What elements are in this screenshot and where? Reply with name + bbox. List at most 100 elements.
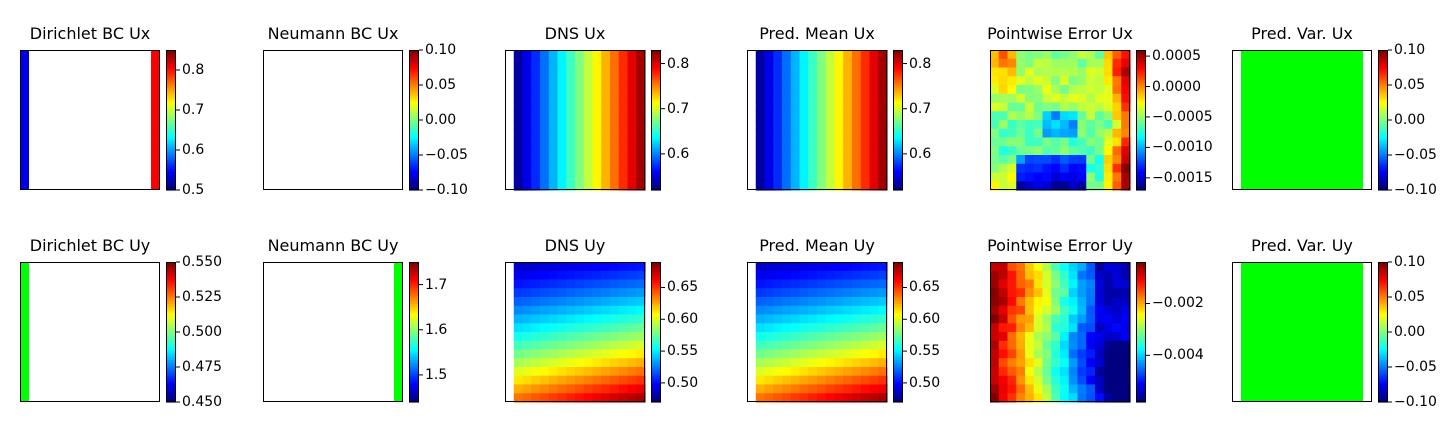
panel-9-cell [575,305,585,316]
panel-4-cell [808,155,818,165]
panel-3-cell [610,67,620,77]
panel-10-cell [799,349,809,359]
panel-11-cell [1095,297,1105,307]
panel-4-cell [764,102,774,112]
panel-10-colorbar-step [893,315,903,319]
panel-4-cell [764,128,774,139]
panel-9-cell [548,332,559,342]
panel-11-colorbar-step [1136,332,1146,335]
panel-9-cell [548,297,559,307]
panel-11-cell [1016,305,1026,316]
panel-10-colorbar-step [893,308,903,312]
panel-3-colorbar-tick-label: 0.7 [667,100,690,117]
panel-9-colorbar-step [651,346,661,349]
panel-5-cell [1016,128,1026,139]
panel-5-cell [1095,76,1105,86]
panel-10-cell [808,314,818,324]
panel-10-cell [755,358,766,368]
panel-2-colorbar-step [409,61,419,65]
panel-5-cell [998,85,1009,95]
panel-9-cell [522,358,532,368]
panel-3-cell [627,163,637,174]
panel-4-cell [825,172,836,182]
panel-10-cell [773,314,783,324]
panel-9-cell [522,323,532,333]
panel-4-cell [799,172,809,182]
panel-9-cell [592,297,602,307]
panel-4-colorbar-step [893,120,903,123]
panel-4-cell [782,155,792,165]
panel-3-cell [557,128,567,139]
panel-11-cell [1016,270,1026,281]
panel-10-cell [755,270,766,281]
panel-5-cell [1077,85,1087,95]
panel-11-colorbar-step [1136,336,1146,340]
panel-10-cell [843,367,853,377]
panel-11-cell [1025,393,1035,403]
panel-11-cell [990,384,1000,394]
panel-3-cell [540,120,550,130]
panel-9-cell [548,279,559,289]
panel-3-cell [618,58,629,69]
panel-4-cell [843,76,853,86]
panel-8-colorbar-step [409,364,419,368]
panel-5-cell [998,102,1009,112]
panel-7-colorbar-tick-label: 0.500 [182,324,223,340]
panel-3-cell [566,181,576,191]
panel-9-cell [627,288,637,298]
panel-5-cell [1033,50,1044,60]
panel-6-colorbar-step [1378,52,1388,56]
panel-5-cell [1103,120,1114,130]
panel-7-colorbar-step [166,348,176,352]
panel-11-cell [1077,340,1087,351]
panel-12-colorbar-step [1378,273,1388,277]
panel-9-cell [610,340,620,351]
panel-10-colorbar-step [893,313,903,317]
panel-5-cell [1033,85,1044,95]
panel-3-cell [618,137,629,147]
panel-5-cell [1060,146,1070,156]
panel-6-colorbar-step [1378,106,1388,109]
panel-5-colorbar-step [1136,185,1146,189]
panel-9-colorbar-step [651,364,661,368]
panel-10-colorbar-step [893,306,903,310]
panel-3-cell [557,163,567,174]
panel-3-cell [522,102,532,112]
panel-10-colorbar-step [893,360,903,363]
panel-12-colorbar-step [1378,283,1388,286]
panel-1-colorbar-step [166,87,176,91]
panel-11-cell [1068,367,1079,377]
panel-5-colorbar-tick-label: −0.0010 [1152,139,1213,156]
panel-4-cell [817,146,827,156]
panel-11-cell [1007,332,1017,342]
panel-2-colorbar-step [409,180,419,184]
panel-9-colorbar-step [651,269,661,272]
panel-4-cell [773,67,783,77]
panel-4-colorbar-step [893,101,903,105]
panel-5-cell [1025,137,1035,147]
panel-8-colorbar-step [409,306,419,310]
panel-4-cell [808,50,818,60]
panel-10-cell [764,270,774,281]
panel-11-cell [1033,262,1044,272]
panel-1-colorbar-step [166,183,176,186]
panel-9-cell [601,375,611,386]
panel-10-colorbar-step [893,371,903,375]
panel-4-cell [782,50,792,60]
panel-8-colorbar-step [409,332,419,335]
panel-3-cell [531,120,541,130]
panel-12-colorbar-step [1378,318,1388,321]
panel-5-cell [1033,67,1044,77]
panel-4-cell [799,111,809,121]
panel-2-colorbar-step [409,178,419,182]
panel-6-colorbar-step [1378,122,1388,126]
panel-3-colorbar-step [651,180,661,184]
panel-11-cell [1060,314,1070,324]
panel-10-colorbar-step [893,318,903,321]
panel-3-cell [618,146,629,156]
panel-5-cell [1121,181,1131,191]
panel-9-colorbar-step [651,343,661,347]
panel-9-cell [575,393,585,403]
panel-5-cell [1086,137,1096,147]
panel-5-colorbar-step [1136,50,1146,53]
